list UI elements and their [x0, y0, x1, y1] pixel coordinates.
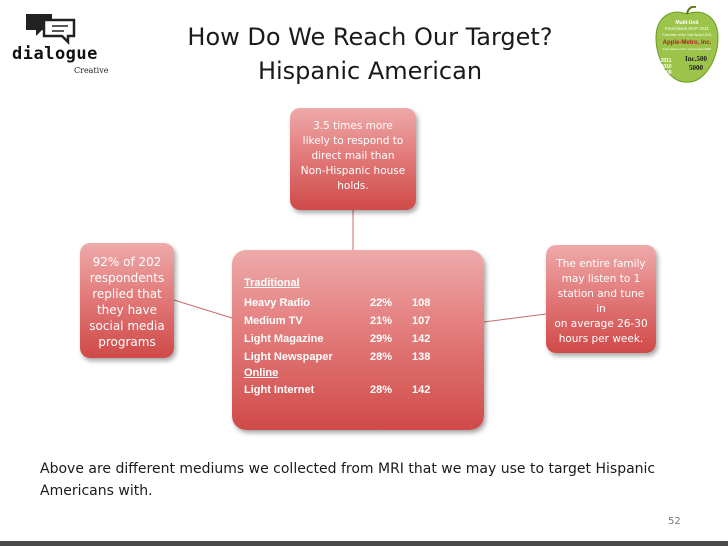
table-row: Medium TV 21% 107: [244, 312, 484, 330]
badge-text-9: 2009: [660, 70, 671, 76]
medium-percent: 28%: [370, 384, 393, 396]
box-left-line: respondents: [89, 271, 165, 285]
badge-text-8: 2010: [660, 64, 671, 70]
box-left-line: programs: [98, 335, 156, 349]
title-line-2: Hispanic American: [257, 57, 483, 85]
box-right-line: station and tune in: [557, 288, 645, 315]
online-header: Online: [244, 367, 279, 379]
dialogue-creative-logo: dialogue Creative: [8, 10, 118, 80]
connector-right: [483, 313, 547, 323]
badge-text-2: Franchise of the Year Award 2011: [662, 33, 711, 37]
slide-title: How Do We Reach Our Target? Hispanic Ame…: [120, 20, 620, 88]
medium-index: 138: [412, 351, 431, 363]
badge-text-1: Franchisee MVP 2011: [665, 26, 710, 31]
box-left-line: social media: [89, 319, 165, 333]
media-index-table: Traditional Heavy Radio 22% 108 Medium T…: [232, 250, 484, 430]
box-top-line: direct mail than: [311, 150, 395, 162]
medium-index: 107: [412, 315, 431, 327]
medium-name: Heavy Radio: [244, 297, 311, 309]
medium-name: Light Internet: [244, 384, 315, 396]
table-row: Light Magazine 29% 142: [244, 330, 484, 348]
award-badge: Multi-Unit Franchisee MVP 2011 Franchise…: [655, 6, 719, 83]
badge-text-0: Multi-Unit: [675, 20, 698, 26]
box-top-line: Non-Hispanic house: [300, 165, 406, 177]
table-row: Light Newspaper 28% 138: [244, 348, 484, 366]
logo-wordmark: dialogue: [12, 44, 98, 64]
page-number: 52: [668, 516, 681, 527]
medium-percent: 22%: [370, 297, 393, 309]
medium-name: Light Newspaper: [244, 351, 333, 363]
medium-name: Light Magazine: [244, 333, 324, 345]
table-row: Heavy Radio 22% 108: [244, 294, 484, 312]
badge-text-7: 2011: [661, 58, 672, 64]
medium-index: 142: [412, 333, 431, 345]
box-right-line: may listen to 1: [561, 273, 641, 285]
logo-subtitle: Creative: [74, 66, 109, 75]
table-row: Light Internet 28% 142: [244, 381, 484, 399]
box-right-line: hours per week.: [558, 333, 644, 345]
box-right-line: on average 26-30: [554, 318, 648, 330]
box-left-line: replied that: [92, 287, 162, 301]
badge-text-6: 5000: [689, 64, 704, 72]
direct-mail-fact-box: 3.5 times more likely to respond to dire…: [290, 108, 416, 210]
badge-text-4: Franchisee of the Year Award 2009: [663, 47, 711, 51]
speech-bubbles-icon: [26, 14, 76, 46]
box-top-line: likely to respond to: [302, 135, 404, 147]
medium-percent: 29%: [370, 333, 393, 345]
badge-text-3: Apple-Metro, Inc.: [663, 40, 712, 46]
medium-index: 108: [412, 297, 431, 309]
box-left-line: 92% of 202: [92, 255, 162, 269]
radio-listening-fact-box: The entire family may listen to 1 statio…: [546, 245, 656, 353]
box-top-line: holds.: [337, 180, 369, 192]
title-line-1: How Do We Reach Our Target?: [187, 23, 553, 51]
box-right-line: The entire family: [556, 258, 646, 270]
medium-percent: 28%: [370, 351, 393, 363]
medium-index: 142: [412, 384, 431, 396]
slide-caption: Above are different mediums we collected…: [40, 461, 656, 499]
medium-percent: 21%: [370, 315, 393, 327]
medium-name: Medium TV: [244, 315, 303, 327]
social-media-fact-box: 92% of 202 respondents replied that they…: [80, 243, 174, 358]
bottom-rule: [0, 541, 728, 546]
traditional-header: Traditional: [244, 277, 300, 289]
box-left-line: they have: [96, 303, 158, 317]
box-top-line: 3.5 times more: [313, 120, 393, 132]
connector-left: [173, 299, 233, 319]
badge-text-5: Inc.500: [685, 55, 707, 63]
